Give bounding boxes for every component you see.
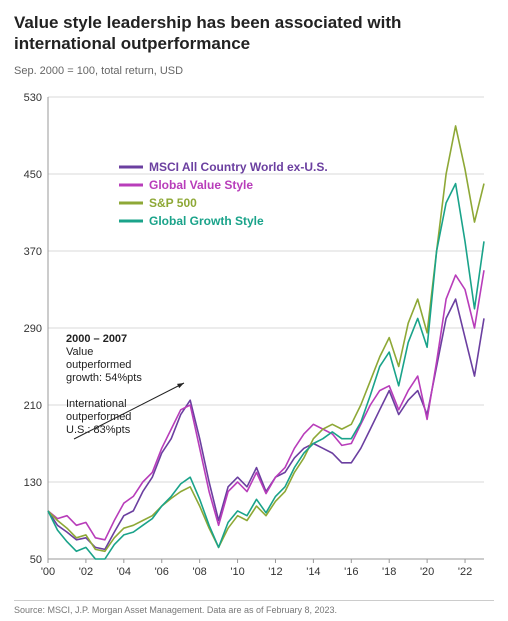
x-tick-label: '14 (306, 566, 320, 578)
x-tick-label: '02 (79, 566, 93, 578)
x-tick-label: '20 (420, 566, 434, 578)
chart-subtitle: Sep. 2000 = 100, total return, USD (14, 65, 494, 77)
chart-title: Value style leadership has been associat… (14, 12, 494, 55)
annotation-line: outperformed (66, 411, 131, 423)
legend-label: MSCI All Country World ex-U.S. (149, 160, 328, 174)
chart-container: 50 130 210 290 370 450 530 '00 '02 '04 '06 '08 '10 '1… (14, 87, 494, 587)
x-tick-label: '08 (192, 566, 206, 578)
annotation-line: outperformed (66, 359, 131, 371)
x-tick-label: '04 (117, 566, 131, 578)
line-chart: 50 130 210 290 370 450 530 '00 '02 '04 '06 '08 '10 '1… (14, 87, 494, 587)
annotation-line: growth: 54%pts (66, 372, 142, 384)
y-tick-label: 130 (24, 477, 42, 489)
legend-label: S&P 500 (149, 196, 197, 210)
y-tick-label: 450 (24, 169, 42, 181)
chart-source: Source: MSCI, J.P. Morgan Asset Manageme… (14, 600, 494, 615)
x-tick-label: '10 (230, 566, 244, 578)
x-tick-label: '16 (344, 566, 358, 578)
annotation-line: International (66, 398, 127, 410)
y-tick-label: 50 (30, 554, 42, 566)
y-tick-label: 530 (24, 92, 42, 104)
y-tick-label: 290 (24, 323, 42, 335)
x-tick-label: '22 (458, 566, 472, 578)
x-tick-label: '00 (41, 566, 55, 578)
legend-label: Global Value Style (149, 178, 253, 192)
x-tick-label: '06 (155, 566, 169, 578)
annotation-arrowhead (177, 383, 184, 388)
x-tick-label: '18 (382, 566, 396, 578)
page-root: Value style leadership has been associat… (0, 0, 508, 621)
legend-label: Global Growth Style (149, 214, 264, 228)
y-tick-label: 210 (24, 400, 42, 412)
y-tick-label: 370 (24, 246, 42, 258)
x-tick-label: '12 (268, 566, 282, 578)
annotation-line: U.S.: 83%pts (66, 424, 131, 436)
annotation-heading: 2000 – 2007 (66, 333, 127, 345)
annotation-line: Value (66, 346, 93, 358)
